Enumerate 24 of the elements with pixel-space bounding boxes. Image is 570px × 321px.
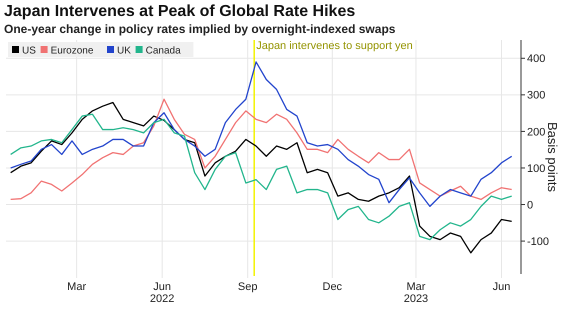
legend-label: UK — [117, 46, 132, 56]
x-tick-label: Jun 2022 — [150, 281, 174, 305]
line-series — [10, 98, 512, 200]
y-tick-label: 100 — [527, 162, 546, 175]
chart-title: Japan Intervenes at Peak of Global Rate Hikes — [4, 3, 356, 20]
y-tick-label: -100 — [527, 236, 550, 248]
y-tick-label: 300 — [527, 90, 546, 102]
y-tick-label: 400 — [527, 53, 546, 66]
line-series — [10, 102, 512, 254]
x-tick-label: Dec — [322, 281, 343, 293]
x-tick-label: Jun — [492, 281, 510, 293]
ref-line-label: Japan intervenes to support yen — [256, 40, 413, 52]
x-tick-label: Mar 2023 — [404, 281, 428, 305]
line-series — [10, 61, 512, 208]
y-axis-title: Basis points — [545, 122, 560, 193]
x-tick-label: Sep — [238, 281, 258, 293]
legend-label: Canada — [146, 46, 182, 56]
y-tick-label: 0 — [527, 199, 534, 212]
legend-label: Eurozone — [50, 46, 94, 56]
legend-label: US — [22, 46, 36, 56]
line-series — [10, 114, 512, 240]
y-tick-label: 200 — [527, 126, 546, 138]
chart-subtitle: One-year change in policy rates implied by overnight-indexed swaps — [4, 22, 396, 36]
x-tick-label: Mar — [67, 281, 86, 293]
